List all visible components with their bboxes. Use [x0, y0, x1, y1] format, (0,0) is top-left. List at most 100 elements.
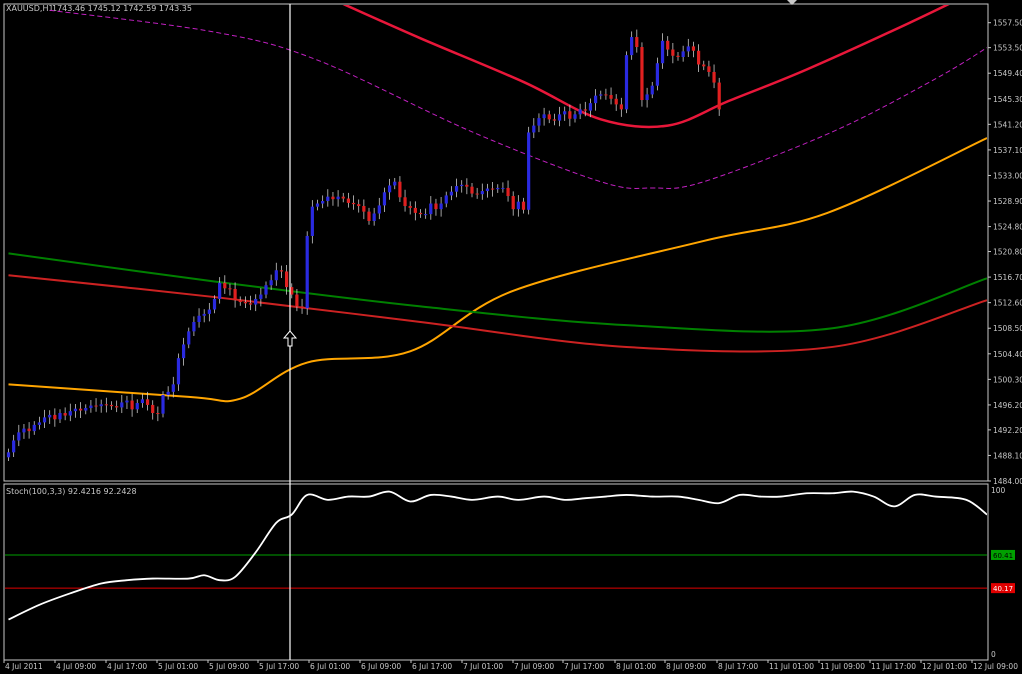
price-axis-label: 1541.20	[993, 120, 1022, 129]
candle-body	[279, 270, 284, 272]
stochastic-pane-plot	[5, 490, 987, 621]
candle-body	[676, 55, 680, 57]
candle-body	[58, 413, 62, 420]
candle-body	[315, 203, 320, 207]
price-axis-label: 1557.50	[993, 19, 1022, 28]
candle-body	[176, 358, 181, 385]
candle-body	[130, 400, 134, 410]
overlay-ma-red-line	[8, 274, 987, 353]
candle-body	[48, 414, 52, 418]
candle-body	[109, 404, 114, 407]
candle-body	[187, 331, 191, 345]
symbol-label: XAUUSD,H1	[6, 4, 54, 13]
candle-body	[588, 103, 593, 111]
candle-body	[444, 195, 448, 204]
time-axis-label: 7 Jul 09:00	[514, 662, 554, 671]
candle-body	[17, 432, 21, 441]
stochastic-level-label: 60.41	[993, 552, 1013, 560]
price-axis-label: 1508.50	[993, 324, 1022, 333]
candle-body	[166, 391, 170, 395]
candle-body	[686, 46, 690, 52]
candle-body	[712, 71, 716, 83]
time-axis-label: 11 Jul 09:00	[820, 662, 865, 671]
candle-body	[12, 440, 16, 453]
candle-body	[22, 428, 26, 433]
candle-body	[89, 405, 93, 409]
time-axis-label: 8 Jul 01:00	[616, 662, 656, 671]
candle-body	[140, 399, 144, 404]
candle-body	[681, 51, 685, 57]
candle-body	[521, 201, 526, 210]
candle-body	[212, 298, 217, 310]
price-axis-label: 1488.10	[993, 451, 1022, 460]
candle-body	[424, 214, 428, 216]
price-axis-label: 1524.80	[993, 223, 1022, 232]
candle-body	[532, 125, 536, 133]
price-axis-label: 1545.30	[993, 95, 1022, 104]
time-axis-label: 4 Jul 2011	[5, 662, 43, 671]
candle-body	[485, 188, 490, 192]
candle-body	[547, 114, 551, 120]
candle-body	[563, 111, 567, 115]
candle-body	[717, 82, 721, 110]
candle-body	[573, 114, 577, 119]
candle-body	[248, 303, 253, 305]
candle-body	[475, 193, 479, 195]
candle-body	[398, 181, 402, 198]
time-axis-label: 12 Jul 09:00	[973, 662, 1018, 671]
candle-body	[42, 417, 47, 423]
candle-body	[120, 402, 124, 408]
candle-body	[630, 37, 634, 56]
candle-body	[382, 192, 387, 206]
price-axis-label: 1553.50	[993, 44, 1022, 53]
candle-body	[310, 206, 314, 236]
candle-body	[171, 384, 175, 392]
candle-body	[145, 399, 150, 405]
ohlc-label: 1743.46 1745.12 1742.59 1743.35	[52, 4, 192, 13]
candle-body	[666, 40, 670, 50]
candle-body	[599, 94, 603, 96]
candle-body	[285, 271, 289, 288]
candle-body	[135, 403, 139, 410]
candle-body	[238, 300, 242, 303]
candle-body	[557, 114, 562, 121]
price-axis-label: 1512.60	[993, 299, 1022, 308]
candle-body	[418, 212, 423, 215]
candle-body	[300, 306, 304, 309]
price-axis-label: 1533.00	[993, 171, 1022, 180]
candle-body	[655, 63, 659, 86]
candle-body	[707, 66, 711, 72]
price-pane-plot	[6, 5, 987, 462]
stochastic-line	[8, 490, 987, 621]
stochastic-level-label: 40.17	[993, 585, 1013, 593]
candle-body	[156, 413, 160, 415]
candle-body	[465, 184, 469, 187]
time-axis-label: 6 Jul 01:00	[310, 662, 350, 671]
time-axis-label: 8 Jul 17:00	[718, 662, 758, 671]
candle-body	[527, 132, 531, 210]
candle-body	[480, 191, 484, 195]
candle-body	[305, 235, 309, 309]
price-axis-label: 1504.40	[993, 350, 1022, 359]
candle-body	[207, 309, 211, 314]
candle-body	[243, 302, 247, 304]
candle-body	[115, 406, 119, 408]
candle-body	[331, 196, 335, 200]
price-axis-label: 1516.70	[993, 273, 1022, 282]
candle-body	[429, 203, 433, 215]
price-axis-label: 1537.10	[993, 146, 1022, 155]
candle-body	[228, 288, 232, 290]
candle-body	[645, 94, 649, 101]
stochastic-axis-label: 0	[991, 650, 996, 659]
price-axis-label: 1500.30	[993, 375, 1022, 384]
candle-body	[377, 205, 381, 214]
candle-body	[568, 111, 572, 119]
candle-body	[68, 411, 72, 416]
candle-body	[73, 408, 78, 412]
candle-body	[660, 40, 665, 64]
overlay-envelope-dashed-line	[49, 9, 987, 189]
candle-body	[197, 315, 201, 322]
time-axis-label: 4 Jul 09:00	[56, 662, 96, 671]
candle-body	[351, 202, 356, 205]
